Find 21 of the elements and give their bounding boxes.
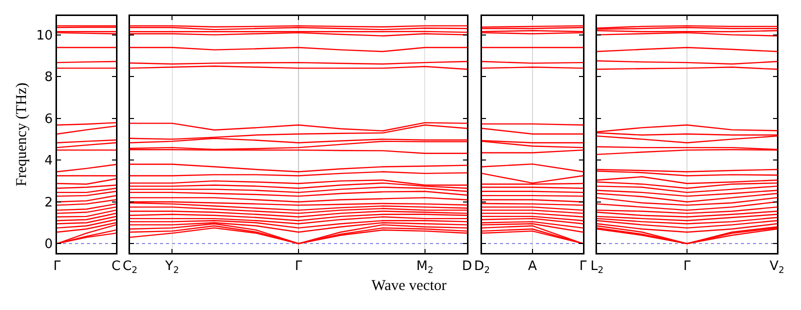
x-tick-label: V$_{2}$ (770, 259, 784, 276)
y-tick-label: 10 (36, 28, 53, 44)
x-tick-label: Γ (53, 259, 62, 274)
y-tick-label: 2 (44, 195, 53, 210)
x-axis-title: Wave vector (372, 278, 446, 295)
x-tick-label: M$_{2}$ (416, 259, 434, 276)
x-tick-label: Y$_{2}$ (164, 259, 180, 276)
y-tick-label: 0 (44, 237, 53, 252)
x-tick-label: A (528, 259, 538, 274)
x-tick-label: L$_{2}$ (590, 259, 604, 276)
x-tick-label: Γ (579, 259, 588, 274)
x-tick-label: D$_{2}$ (474, 259, 490, 276)
y-tick-label: 6 (44, 112, 53, 127)
x-tick-label: C$_{2}$ (122, 259, 138, 276)
y-axis-title: Frequency (THz) (14, 82, 30, 186)
x-tick-label: Γ (683, 259, 692, 274)
x-tick-label: Γ (294, 259, 303, 274)
x-tick-label: C (111, 259, 121, 274)
y-tick-label: 8 (44, 70, 53, 86)
y-tick-label: 4 (44, 154, 53, 169)
x-tick-label: D (462, 259, 472, 274)
